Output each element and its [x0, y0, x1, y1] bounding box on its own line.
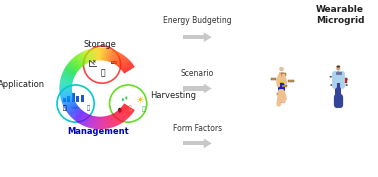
FancyBboxPatch shape — [337, 71, 339, 74]
FancyBboxPatch shape — [277, 93, 282, 95]
Ellipse shape — [331, 84, 332, 86]
Ellipse shape — [336, 65, 340, 68]
Text: Application: Application — [0, 81, 45, 89]
Text: Form Factors: Form Factors — [173, 124, 222, 133]
Text: 👣: 👣 — [141, 106, 145, 112]
FancyBboxPatch shape — [183, 86, 204, 91]
FancyBboxPatch shape — [278, 101, 285, 102]
Ellipse shape — [339, 105, 341, 107]
Polygon shape — [204, 84, 212, 93]
FancyBboxPatch shape — [271, 78, 276, 80]
Text: 🫀: 🫀 — [62, 105, 66, 111]
Text: ☀: ☀ — [135, 95, 144, 105]
FancyBboxPatch shape — [63, 98, 66, 102]
Ellipse shape — [334, 87, 335, 88]
Ellipse shape — [344, 78, 347, 80]
Text: ⚡: ⚡ — [112, 59, 115, 64]
Text: Wearable
Microgrid: Wearable Microgrid — [316, 5, 364, 25]
FancyBboxPatch shape — [288, 80, 294, 82]
Text: Energy Budgeting: Energy Budgeting — [163, 16, 232, 25]
FancyBboxPatch shape — [67, 96, 70, 102]
FancyBboxPatch shape — [279, 82, 285, 83]
Ellipse shape — [125, 96, 127, 99]
Text: 👣: 👣 — [129, 105, 132, 111]
FancyBboxPatch shape — [281, 73, 286, 76]
Text: 👣: 👣 — [87, 105, 90, 111]
Ellipse shape — [330, 76, 332, 77]
Ellipse shape — [277, 104, 280, 105]
FancyBboxPatch shape — [335, 83, 341, 97]
FancyBboxPatch shape — [183, 35, 204, 39]
FancyBboxPatch shape — [282, 85, 287, 87]
FancyBboxPatch shape — [341, 78, 347, 83]
Text: 🎧: 🎧 — [101, 68, 105, 77]
FancyBboxPatch shape — [183, 141, 204, 145]
FancyBboxPatch shape — [76, 96, 79, 102]
Ellipse shape — [280, 67, 284, 71]
Polygon shape — [204, 138, 212, 148]
Text: Management: Management — [67, 127, 129, 136]
FancyBboxPatch shape — [111, 61, 116, 63]
Text: Harvesting: Harvesting — [150, 91, 196, 100]
Ellipse shape — [118, 108, 122, 113]
FancyBboxPatch shape — [335, 71, 342, 84]
Ellipse shape — [336, 105, 338, 107]
Text: Scenario: Scenario — [181, 69, 214, 78]
Ellipse shape — [122, 98, 124, 101]
Ellipse shape — [346, 84, 347, 86]
Ellipse shape — [282, 101, 285, 102]
Ellipse shape — [336, 67, 340, 70]
Ellipse shape — [341, 72, 342, 74]
FancyBboxPatch shape — [279, 82, 285, 91]
Ellipse shape — [341, 87, 343, 88]
Polygon shape — [204, 32, 212, 42]
FancyBboxPatch shape — [279, 72, 284, 83]
FancyBboxPatch shape — [72, 93, 75, 102]
FancyBboxPatch shape — [81, 95, 84, 102]
FancyBboxPatch shape — [281, 98, 286, 100]
FancyBboxPatch shape — [277, 98, 284, 101]
FancyBboxPatch shape — [278, 102, 285, 103]
Text: Storage: Storage — [84, 40, 116, 49]
